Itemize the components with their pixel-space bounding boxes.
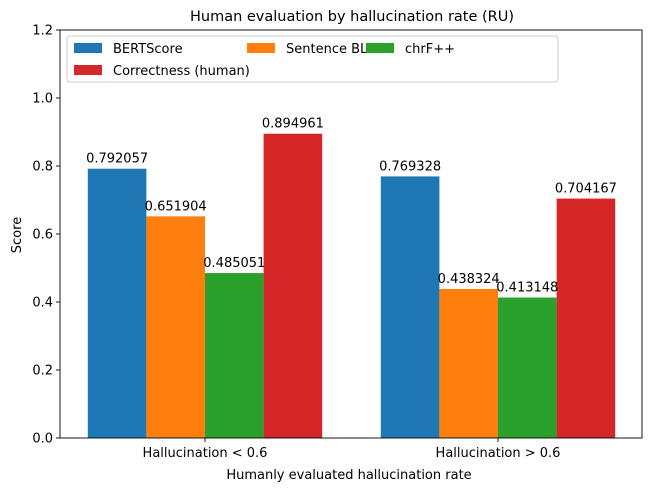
legend-label-chrf: chrF++: [405, 42, 455, 57]
plot-frame: [59, 29, 643, 439]
data-label-chrf-1: 0.485051: [203, 256, 265, 271]
data-label-chrf-2: 0.413148: [496, 281, 558, 296]
y-tick-label: 0.2: [32, 364, 53, 379]
data-label-correctness-human-2: 0.704167: [555, 182, 617, 197]
bar-sentence-bleu-1: [146, 216, 205, 438]
bar-chrf-1: [205, 273, 264, 438]
data-label-bertscore-2: 0.769328: [379, 159, 441, 174]
legend-label-sentence-bleu: Sentence BLEU: [286, 42, 385, 57]
y-tick-label: 1.2: [32, 24, 53, 39]
bar-correctness-human-1: [263, 133, 323, 438]
y-axis-label: Score: [10, 217, 25, 253]
bars-layer: [87, 133, 616, 439]
x-tick-label: Hallucination < 0.6: [143, 446, 268, 461]
y-tick-label: 1.0: [32, 92, 53, 107]
legend-label-bertscore: BERTScore: [113, 42, 183, 57]
legend: BERTScore Sentence BLEU chrF++ Correctness …: [66, 35, 559, 83]
bar-bertscore-1: [87, 168, 147, 438]
legend-box: [66, 35, 559, 83]
y-tick-label: 0.4: [32, 296, 53, 311]
legend-swatch-chrf: [366, 43, 394, 53]
bar-chrf-2: [498, 297, 557, 438]
y-axis: 0.0 0.2 0.4 0.6 0.8 1.0 1.2: [32, 24, 60, 447]
x-axis-label: Humanly evaluated hallucination rate: [226, 468, 471, 483]
bar-sentence-bleu-2: [439, 288, 498, 438]
data-label-sentence-bleu-1: 0.651904: [145, 199, 207, 214]
x-tick-label: Hallucination > 0.6: [436, 446, 561, 461]
data-labels-layer: 0.792057 0.651904 0.485051 0.894961 0.769328…: [86, 117, 617, 296]
chart-title: Human evaluation by hallucination rate (…: [190, 9, 514, 25]
y-tick-label: 0.6: [32, 228, 53, 243]
y-tick-label: 0.0: [32, 432, 53, 447]
data-label-bertscore-1: 0.792057: [86, 152, 148, 167]
legend-swatch-correctness-human: [74, 65, 102, 75]
legend-label-correctness-human: Correctness (human): [113, 64, 250, 79]
y-tick-label: 0.8: [32, 160, 53, 175]
legend-swatch-bertscore: [74, 43, 102, 53]
bar-correctness-human-2: [556, 198, 616, 438]
data-label-correctness-human-1: 0.894961: [262, 117, 324, 132]
x-axis: Hallucination < 0.6 Hallucination > 0.6: [143, 438, 561, 461]
legend-swatch-sentence-bleu: [247, 43, 275, 53]
bar-bertscore-2: [380, 176, 440, 439]
data-label-sentence-bleu-2: 0.438324: [438, 272, 500, 287]
